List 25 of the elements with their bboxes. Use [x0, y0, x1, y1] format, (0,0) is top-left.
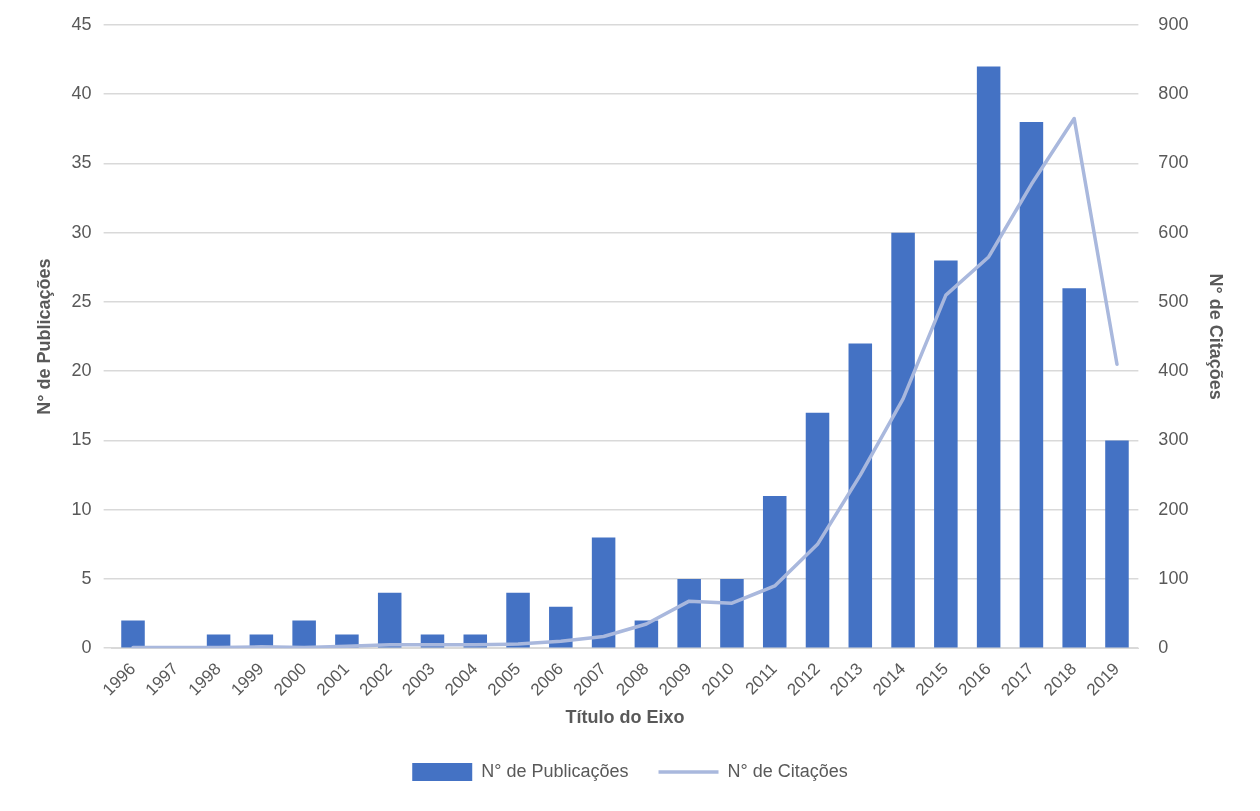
- y2-tick-label: 400: [1158, 360, 1189, 381]
- y2-tick-label: 600: [1158, 221, 1189, 242]
- y2-tick-label: 800: [1158, 83, 1189, 104]
- x-axis-title: Título do Eixo: [565, 707, 685, 728]
- y2-tick-label: 300: [1158, 429, 1189, 450]
- legend-label: N° de Citações: [727, 760, 848, 781]
- y2-axis-title: N° de Citações: [1206, 273, 1227, 400]
- y-tick-label: 30: [71, 221, 92, 242]
- y-tick-label: 45: [71, 13, 92, 34]
- y2-tick-label: 900: [1158, 13, 1189, 34]
- y-tick-label: 25: [71, 290, 92, 311]
- legend-label: N° de Publicações: [481, 760, 629, 781]
- y2-tick-label: 700: [1158, 152, 1189, 173]
- y-tick-label: 40: [71, 83, 92, 104]
- y-tick-label: 0: [81, 637, 92, 658]
- y2-tick-label: 200: [1158, 498, 1189, 519]
- y-tick-label: 5: [81, 567, 92, 588]
- y-tick-label: 20: [71, 360, 92, 381]
- y-tick-label: 35: [71, 152, 92, 173]
- y2-tick-label: 500: [1158, 290, 1189, 311]
- y-tick-label: 10: [71, 498, 92, 519]
- y-axis-title: N° de Publicações: [33, 258, 54, 415]
- y2-tick-label: 100: [1158, 567, 1189, 588]
- y-tick-label: 15: [71, 429, 92, 450]
- y2-tick-label: 0: [1158, 637, 1169, 658]
